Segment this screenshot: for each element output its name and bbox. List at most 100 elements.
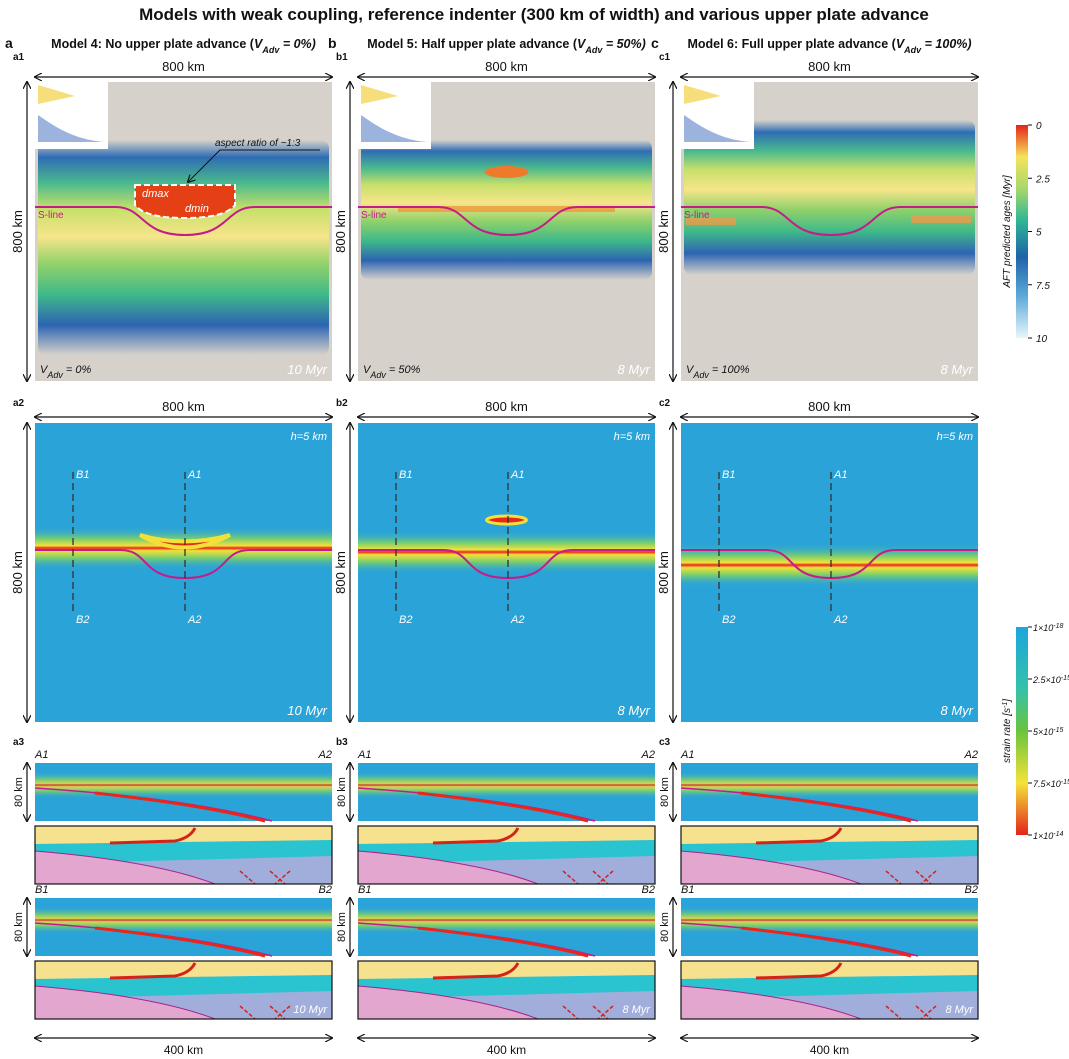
vadv-label: VAdv = 0% <box>40 364 92 380</box>
inset-yellow <box>361 85 398 104</box>
colorbar-tick-label: 2.5 <box>1035 174 1050 185</box>
width-label: 800 km <box>808 399 851 414</box>
colorbar-tick-label: 2.5×10-15 <box>1032 675 1069 686</box>
colorbar-tick-label: 1×10-14 <box>1033 831 1064 842</box>
colorbar-tick-label-part: -15 <box>1061 779 1069 786</box>
colorbar-tick-label: 0 <box>1036 121 1042 132</box>
time-label: 8 Myr <box>623 1004 652 1016</box>
column-heading-part: Adv <box>903 45 922 55</box>
vadv-label-part: = 100% <box>709 364 750 376</box>
h-label: h=5 km <box>291 431 327 443</box>
section-band <box>358 906 655 934</box>
panel-id: c2 <box>659 398 671 409</box>
panel-id: c1 <box>659 52 671 63</box>
width-label: 800 km <box>162 399 205 414</box>
panel-id: a3 <box>13 737 25 748</box>
depth-label: 80 km <box>659 912 671 942</box>
colorbar-tick-label: 10 <box>1036 334 1048 345</box>
colorbar-tick-label: 1×10-18 <box>1033 623 1064 634</box>
profile-label: B2 <box>76 614 89 626</box>
colorbar-tick-label: 5 <box>1036 228 1042 239</box>
profile-label: A2 <box>318 749 332 761</box>
depth-label: 80 km <box>336 777 348 807</box>
profile-label: A1 <box>680 749 694 761</box>
profile-label: A1 <box>510 469 524 481</box>
schematic-frame <box>680 960 979 1020</box>
width-label: 400 km <box>810 1043 849 1057</box>
section-band <box>681 771 978 799</box>
profile-label: B2 <box>722 614 735 626</box>
colorbar-tick-label-part: 1×10 <box>1033 623 1053 633</box>
schematic-frame <box>680 825 979 885</box>
shear-zone <box>740 926 912 958</box>
colorbar-tick-label: 7.5×10-15 <box>1033 779 1069 790</box>
schematic-fault <box>432 962 520 980</box>
shear-zone <box>417 791 589 823</box>
profile-label: A1 <box>357 749 371 761</box>
schematic-fault <box>562 870 614 885</box>
column-heading-part: Model 6: Full upper plate advance ( <box>687 37 896 51</box>
schematic-fault <box>239 870 291 885</box>
inset-blue <box>684 115 751 142</box>
vadv-label-part: Adv <box>46 370 63 380</box>
vadv-label-part: = 0% <box>63 364 92 376</box>
annotation: aspect ratio of ~1:3 <box>215 138 301 149</box>
column-heading-part: = 0%) <box>279 37 315 51</box>
colorbar-label-part: ] <box>1002 699 1013 703</box>
height-label: 800 km <box>10 551 25 594</box>
colorbar-label-part: strain rate [s <box>1002 708 1013 763</box>
strain-spot <box>485 514 528 526</box>
column-heading-part: Adv <box>261 45 280 55</box>
column-heading-part: = 50%) <box>602 37 645 51</box>
panel-id: a2 <box>13 398 25 409</box>
schematic-frame <box>34 960 333 1020</box>
column-letter: a <box>5 35 13 51</box>
vadv-label-part: = 50% <box>386 364 421 376</box>
width-label: 800 km <box>485 399 528 414</box>
depth-label: 80 km <box>336 912 348 942</box>
h-label: h=5 km <box>937 431 973 443</box>
vadv-label-part: V <box>363 364 372 376</box>
colorbar-tick-label-part: -14 <box>1053 831 1063 838</box>
height-label: 800 km <box>333 210 348 253</box>
depth-label: 80 km <box>13 912 25 942</box>
strain-background <box>35 423 332 722</box>
annotation: dmin <box>185 203 209 215</box>
column-heading-part: V <box>577 37 587 51</box>
schematic-fault <box>109 962 197 980</box>
young-age-zone <box>484 166 529 178</box>
width-label: 800 km <box>162 59 205 74</box>
panel-id: b2 <box>336 398 348 409</box>
s-line <box>35 206 332 237</box>
colorbar-tick-label-part: 7.5×10 <box>1033 779 1061 789</box>
colorbar-tick-label: 7.5 <box>1036 281 1050 292</box>
profile-label: A2 <box>964 749 978 761</box>
profile-label: A1 <box>833 469 847 481</box>
profile-label: A1 <box>187 469 201 481</box>
colorbar-tick-label-part: 5×10 <box>1033 727 1053 737</box>
profile-label: B2 <box>399 614 412 626</box>
height-label: 800 km <box>10 210 25 253</box>
shear-zone <box>417 926 589 958</box>
schematic-fault <box>885 870 937 885</box>
schematic-fault <box>432 827 520 845</box>
colorbar-tick-label-part: -15 <box>1061 675 1069 682</box>
column-heading-part: = 100%) <box>921 37 971 51</box>
schematic-fault <box>755 827 843 845</box>
young-age-zone <box>134 184 236 220</box>
time-label: 8 Myr <box>618 703 651 718</box>
strain-arc <box>139 533 231 550</box>
h-label: h=5 km <box>614 431 650 443</box>
time-label: 10 Myr <box>287 703 327 718</box>
schematic-fault <box>885 1005 937 1020</box>
s-line-label: S-line <box>684 210 710 221</box>
profile-label: A2 <box>641 749 655 761</box>
young-age-zone <box>398 206 615 212</box>
vadv-label-part: V <box>40 364 49 376</box>
schematic-frame <box>34 825 333 885</box>
schematic-fault <box>109 827 197 845</box>
profile-label: A2 <box>510 614 524 626</box>
colorbar-label: strain rate [s-1] <box>1002 699 1014 763</box>
profile-label: B1 <box>399 469 412 481</box>
s-line <box>358 206 655 237</box>
